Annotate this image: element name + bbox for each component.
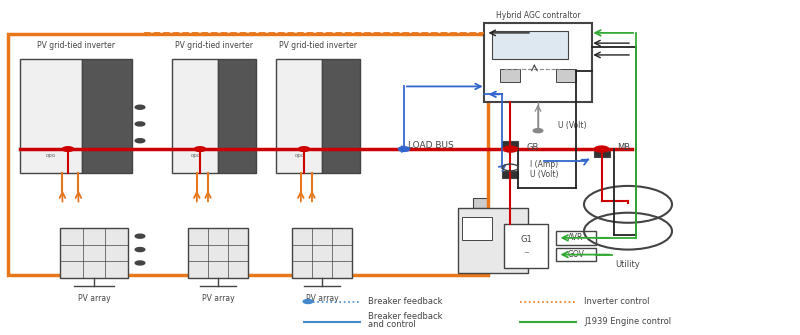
Text: PV array: PV array bbox=[78, 294, 110, 303]
FancyBboxPatch shape bbox=[594, 151, 610, 157]
Circle shape bbox=[62, 147, 74, 151]
Text: GB: GB bbox=[526, 143, 538, 152]
FancyBboxPatch shape bbox=[556, 231, 596, 245]
Text: Breaker feedback: Breaker feedback bbox=[368, 312, 442, 321]
Circle shape bbox=[398, 147, 410, 151]
Text: U (Volt): U (Volt) bbox=[530, 170, 559, 179]
FancyBboxPatch shape bbox=[462, 217, 491, 241]
Circle shape bbox=[135, 122, 145, 126]
FancyBboxPatch shape bbox=[502, 171, 518, 178]
Text: opo: opo bbox=[46, 153, 57, 158]
FancyBboxPatch shape bbox=[492, 31, 568, 59]
FancyBboxPatch shape bbox=[82, 59, 132, 173]
FancyBboxPatch shape bbox=[484, 23, 592, 102]
FancyBboxPatch shape bbox=[176, 81, 197, 104]
FancyBboxPatch shape bbox=[218, 59, 256, 173]
Circle shape bbox=[135, 248, 145, 252]
FancyBboxPatch shape bbox=[292, 228, 352, 278]
FancyBboxPatch shape bbox=[280, 81, 301, 104]
FancyBboxPatch shape bbox=[458, 208, 528, 273]
Circle shape bbox=[135, 261, 145, 265]
Text: ~: ~ bbox=[523, 250, 529, 256]
Text: PV array: PV array bbox=[306, 294, 338, 303]
FancyBboxPatch shape bbox=[556, 69, 576, 82]
FancyBboxPatch shape bbox=[502, 141, 518, 147]
Text: PV grid-tied inverter: PV grid-tied inverter bbox=[175, 41, 253, 50]
FancyBboxPatch shape bbox=[20, 59, 82, 173]
Text: MB: MB bbox=[618, 143, 630, 152]
Text: Hybrid AGC contraltor: Hybrid AGC contraltor bbox=[496, 11, 580, 19]
Text: PV array: PV array bbox=[202, 294, 234, 303]
Circle shape bbox=[303, 299, 313, 304]
Text: I (Amp): I (Amp) bbox=[530, 160, 558, 169]
FancyBboxPatch shape bbox=[24, 81, 52, 104]
Circle shape bbox=[135, 234, 145, 238]
Text: and control: and control bbox=[368, 321, 416, 329]
Circle shape bbox=[594, 146, 609, 152]
FancyBboxPatch shape bbox=[500, 69, 520, 82]
Circle shape bbox=[194, 147, 206, 151]
Text: G1: G1 bbox=[520, 235, 532, 244]
Text: J1939 Engine control: J1939 Engine control bbox=[584, 317, 671, 326]
Circle shape bbox=[135, 105, 145, 109]
Text: AVR: AVR bbox=[568, 233, 584, 242]
FancyBboxPatch shape bbox=[60, 228, 128, 278]
FancyBboxPatch shape bbox=[556, 248, 596, 261]
Text: U (Volt): U (Volt) bbox=[558, 121, 586, 130]
Text: opo: opo bbox=[190, 153, 201, 158]
Text: Utility: Utility bbox=[616, 260, 640, 269]
Text: Breaker feedback: Breaker feedback bbox=[368, 297, 442, 306]
Text: PV grid-tied inverter: PV grid-tied inverter bbox=[37, 41, 115, 50]
Circle shape bbox=[135, 139, 145, 143]
FancyBboxPatch shape bbox=[504, 224, 548, 268]
Text: GOV: GOV bbox=[567, 250, 585, 259]
FancyBboxPatch shape bbox=[276, 59, 322, 173]
Circle shape bbox=[298, 147, 310, 151]
Text: opo: opo bbox=[294, 153, 305, 158]
Text: LOAD BUS: LOAD BUS bbox=[408, 141, 454, 150]
Circle shape bbox=[534, 129, 542, 133]
Text: Inverter control: Inverter control bbox=[584, 297, 650, 306]
Text: PV grid-tied inverter: PV grid-tied inverter bbox=[279, 41, 357, 50]
Circle shape bbox=[503, 146, 518, 152]
FancyBboxPatch shape bbox=[473, 198, 488, 208]
FancyBboxPatch shape bbox=[188, 228, 248, 278]
FancyBboxPatch shape bbox=[172, 59, 218, 173]
FancyBboxPatch shape bbox=[322, 59, 360, 173]
